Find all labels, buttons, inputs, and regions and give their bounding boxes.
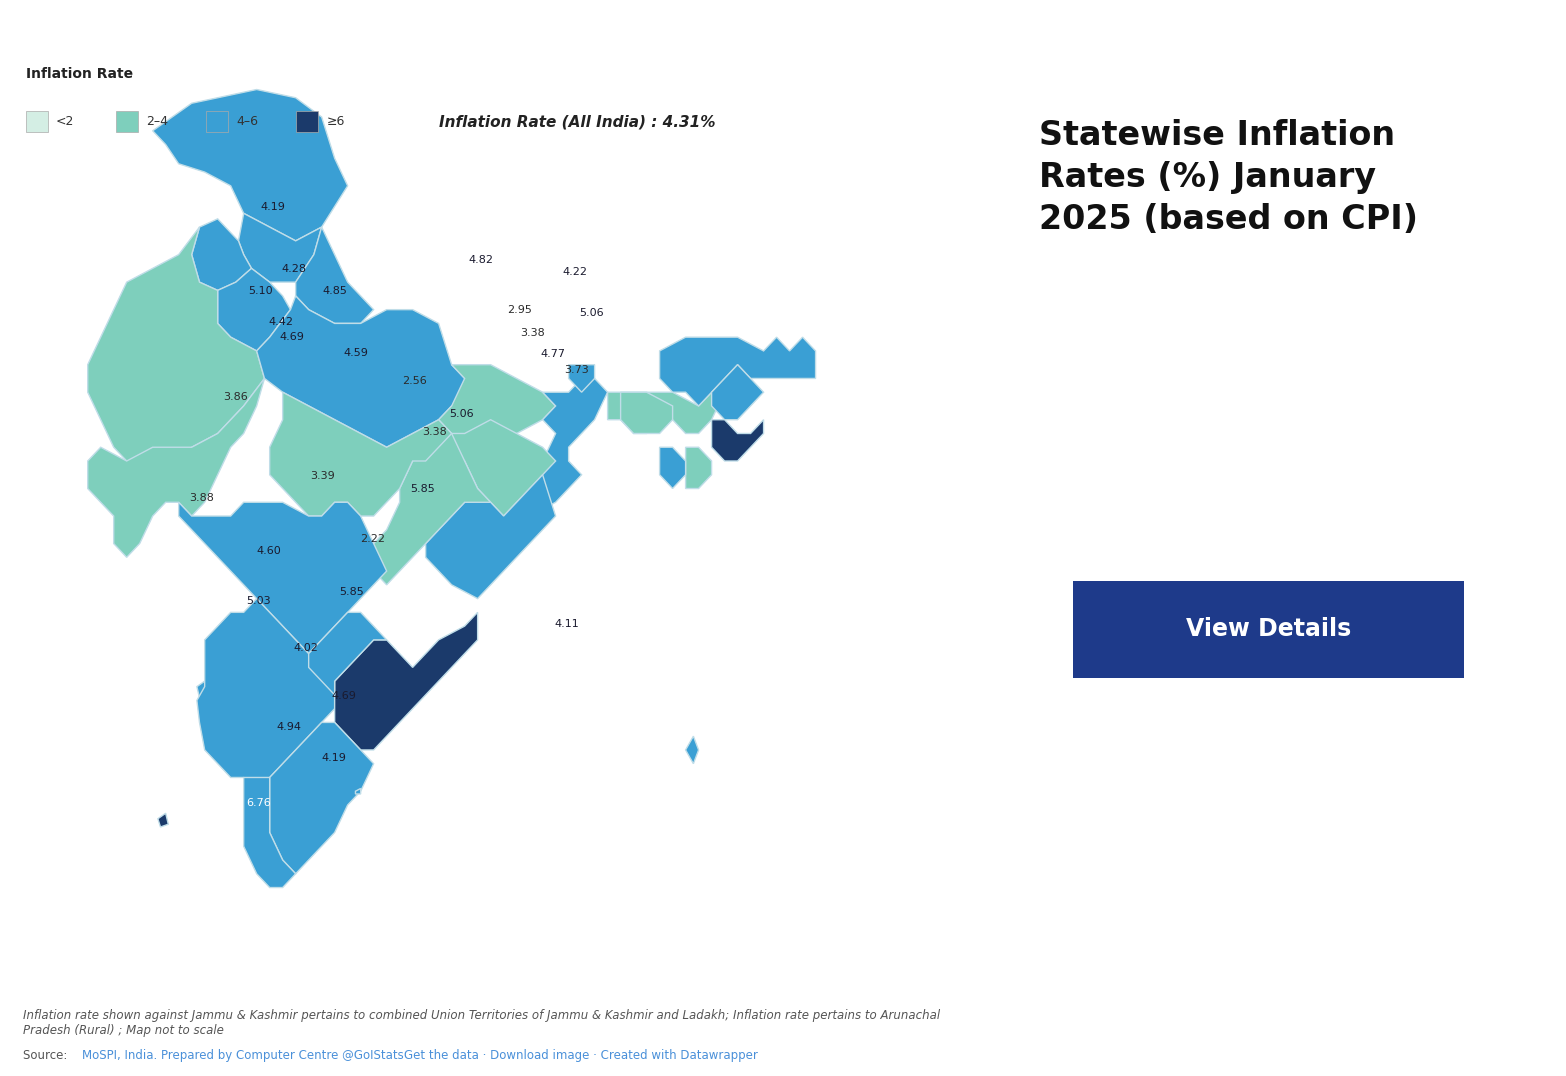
Polygon shape [257,296,478,448]
Polygon shape [179,502,387,653]
Text: 2.56: 2.56 [402,376,426,386]
Polygon shape [711,365,764,420]
Text: 4.28: 4.28 [280,264,305,274]
Text: 6.05: 6.05 [381,596,406,606]
Text: 3.86: 3.86 [222,392,247,401]
Polygon shape [659,448,686,489]
Text: 3.38: 3.38 [520,328,545,338]
Polygon shape [309,612,387,695]
Polygon shape [438,365,556,448]
Polygon shape [686,448,711,489]
Text: 7.41: 7.41 [581,337,606,346]
Bar [207,111,229,132]
Text: Inflation Rate (All India) : 4.31%: Inflation Rate (All India) : 4.31% [438,114,716,129]
Text: 5.03: 5.03 [246,596,271,606]
Polygon shape [568,365,595,393]
Text: 4.69: 4.69 [330,691,355,700]
Text: 5.06: 5.06 [579,308,604,317]
Polygon shape [659,337,816,406]
Polygon shape [158,813,168,827]
Text: Inflation rate shown against Jammu & Kashmir pertains to combined Union Territor: Inflation rate shown against Jammu & Kas… [23,1009,941,1037]
Text: MoSPI, India. Prepared by Computer Centre @GoIStats: MoSPI, India. Prepared by Computer Centr… [81,1049,404,1062]
Text: 3.38: 3.38 [423,427,448,437]
Text: 4.22: 4.22 [562,267,587,277]
Text: View Details: View Details [1185,618,1351,641]
Text: 4.02: 4.02 [293,642,318,652]
Text: 4.69: 4.69 [279,331,304,342]
Text: Source:: Source: [23,1049,72,1062]
Polygon shape [88,379,265,557]
Text: 4.59: 4.59 [343,348,368,357]
Text: 2.95: 2.95 [507,306,532,315]
Bar [25,111,47,132]
Text: 4.60: 4.60 [257,546,280,555]
Polygon shape [335,612,478,750]
Polygon shape [355,789,360,794]
Polygon shape [426,475,556,598]
Polygon shape [197,598,335,791]
Polygon shape [269,722,374,874]
Polygon shape [374,434,490,585]
Polygon shape [191,218,252,291]
Text: 4.11: 4.11 [554,619,579,628]
Polygon shape [277,326,293,340]
Text: Get the data · Download image · Created with Datawrapper: Get the data · Download image · Created … [404,1049,758,1062]
Polygon shape [451,420,556,516]
Text: Inflation Rate: Inflation Rate [25,67,133,81]
Text: 4–6: 4–6 [236,115,258,128]
Text: 4.82: 4.82 [468,255,493,265]
Polygon shape [608,365,738,434]
Text: 4.19: 4.19 [260,202,285,212]
Text: 6.76: 6.76 [246,798,271,808]
Polygon shape [244,778,296,888]
Text: 4.19: 4.19 [321,752,346,763]
Polygon shape [238,213,321,282]
Text: 4.77: 4.77 [540,350,565,359]
Polygon shape [153,89,348,241]
Text: 3.39: 3.39 [310,471,335,481]
Text: ≥6: ≥6 [326,115,345,128]
Text: <2: <2 [56,115,74,128]
Polygon shape [296,227,374,324]
Polygon shape [197,681,213,700]
Text: 2.22: 2.22 [360,535,385,544]
Polygon shape [269,393,451,516]
Text: 3.88: 3.88 [189,493,215,502]
Polygon shape [620,393,673,434]
Text: 5.06: 5.06 [449,409,474,420]
Polygon shape [88,227,265,475]
Text: 3.73: 3.73 [564,365,589,376]
Text: 5.85: 5.85 [410,484,435,494]
Text: Statewise Inflation
Rates (%) January
2025 (based on CPI): Statewise Inflation Rates (%) January 20… [1040,118,1419,236]
Text: 2–4: 2–4 [146,115,168,128]
Bar [116,111,138,132]
Text: 5.85: 5.85 [340,587,365,597]
Polygon shape [711,420,764,461]
Text: 4.85: 4.85 [323,286,348,296]
Polygon shape [218,268,290,351]
Text: 4.94: 4.94 [277,722,302,732]
Text: 4.42: 4.42 [269,316,293,327]
Bar [296,111,318,132]
Text: 5.10: 5.10 [247,286,272,296]
FancyBboxPatch shape [1049,578,1488,681]
Polygon shape [517,379,608,516]
Polygon shape [686,736,698,764]
